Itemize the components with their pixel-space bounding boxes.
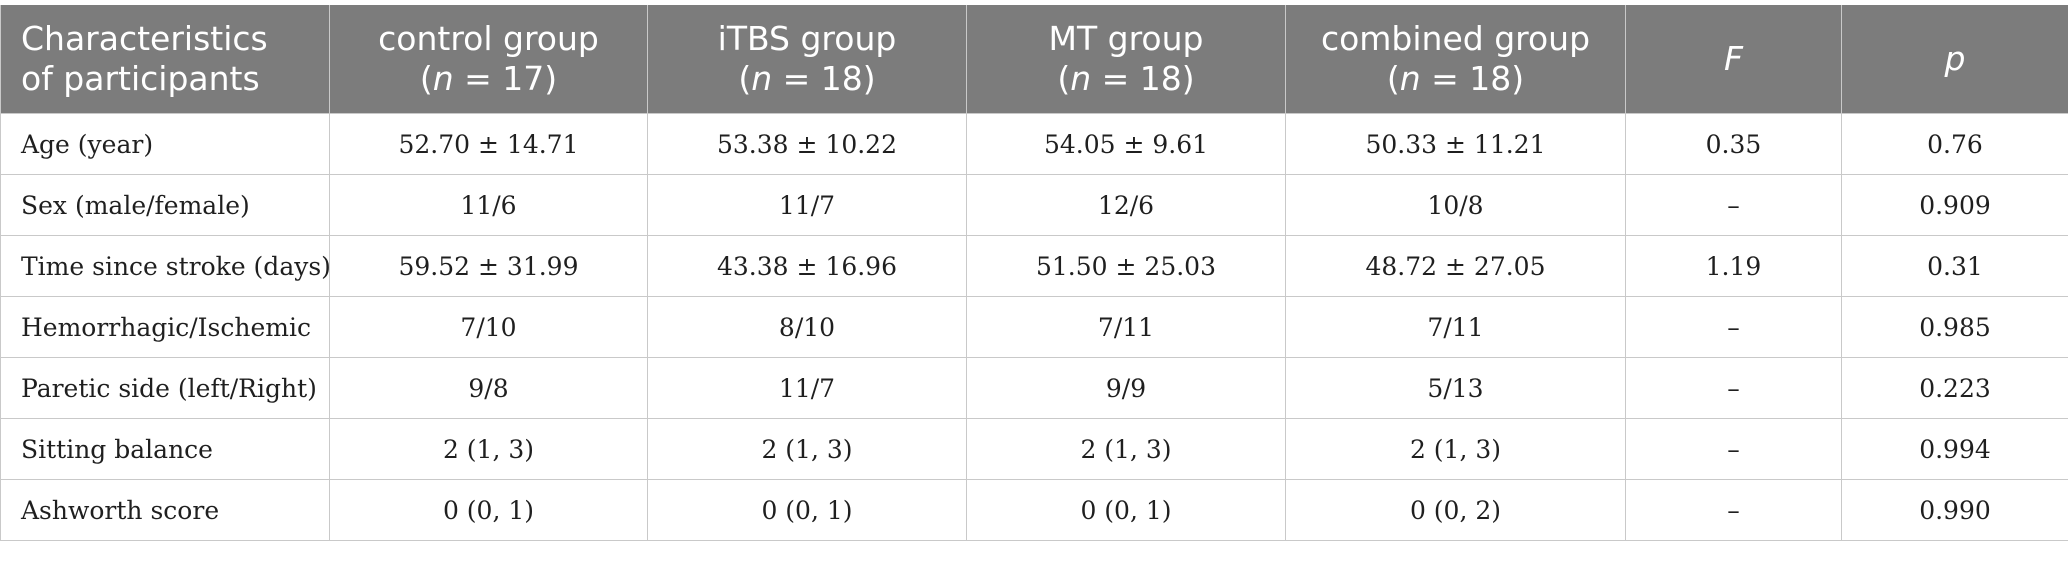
cell-itbs: 11/7 <box>647 174 967 236</box>
header-f: F <box>1625 5 1842 114</box>
cell-combined: 5/13 <box>1285 357 1626 419</box>
cell-control: 52.70 ± 14.71 <box>329 113 648 175</box>
cell-f: 1.19 <box>1625 235 1842 297</box>
cell-p: 0.76 <box>1841 113 2068 175</box>
cell-characteristic: Ashworth score <box>0 479 330 541</box>
header-row: Characteristics of participants control … <box>0 5 2068 114</box>
cell-control: 59.52 ± 31.99 <box>329 235 648 297</box>
cell-p: 0.985 <box>1841 296 2068 358</box>
cell-characteristic: Sex (male/female) <box>0 174 330 236</box>
cell-p: 0.31 <box>1841 235 2068 297</box>
cell-characteristic: Time since stroke (days) <box>0 235 331 297</box>
cell-itbs: 11/7 <box>647 357 967 419</box>
cell-combined: 0 (0, 2) <box>1285 479 1626 541</box>
table-body: Age (year) 52.70 ± 14.71 53.38 ± 10.22 54.0… <box>0 113 2068 541</box>
cell-itbs: 8/10 <box>647 296 967 358</box>
table-row: Paretic side (left/Right) 9/8 11/7 9/9 5/13–… <box>0 357 2068 419</box>
cell-itbs: 43.38 ± 16.96 <box>647 235 967 297</box>
cell-combined: 10/8 <box>1285 174 1626 236</box>
table-container: Characteristics of participants control … <box>0 5 2068 541</box>
cell-f: – <box>1625 174 1842 236</box>
cell-itbs: 53.38 ± 10.22 <box>647 113 967 175</box>
cell-p: 0.994 <box>1841 418 2068 480</box>
cell-p: 0.909 <box>1841 174 2068 236</box>
cell-f: 0.35 <box>1625 113 1842 175</box>
header-characteristics: Characteristics of participants <box>0 5 330 114</box>
cell-mt: 54.05 ± 9.61 <box>966 113 1286 175</box>
cell-mt: 51.50 ± 25.03 <box>966 235 1286 297</box>
cell-itbs: 2 (1, 3) <box>647 418 967 480</box>
cell-control: 0 (0, 1) <box>329 479 648 541</box>
cell-mt: 9/9 <box>966 357 1286 419</box>
cell-f: – <box>1625 479 1842 541</box>
table-row: Hemorrhagic/Ischemic 7/10 8/10 7/11 7/11–0.9… <box>0 296 2068 358</box>
cell-combined: 48.72 ± 27.05 <box>1285 235 1626 297</box>
cell-control: 9/8 <box>329 357 648 419</box>
cell-itbs: 0 (0, 1) <box>647 479 967 541</box>
header-p: p <box>1841 5 2068 114</box>
table-row: Age (year) 52.70 ± 14.71 53.38 ± 10.22 54.0… <box>0 113 2068 175</box>
cell-control: 2 (1, 3) <box>329 418 648 480</box>
cell-p: 0.990 <box>1841 479 2068 541</box>
cell-combined: 2 (1, 3) <box>1285 418 1626 480</box>
table-row: Sex (male/female) 11/6 11/7 12/6 10/8–0.909 <box>0 174 2068 236</box>
cell-f: – <box>1625 296 1842 358</box>
cell-combined: 50.33 ± 11.21 <box>1285 113 1626 175</box>
header-control-group: control group (n = 17) <box>329 5 648 114</box>
table-row: Time since stroke (days) 59.52 ± 31.99 43.… <box>0 235 2068 297</box>
cell-f: – <box>1625 357 1842 419</box>
cell-f: – <box>1625 418 1842 480</box>
cell-control: 11/6 <box>329 174 648 236</box>
cell-mt: 2 (1, 3) <box>966 418 1286 480</box>
header-itbs-group: iTBS group (n = 18) <box>647 5 967 114</box>
cell-characteristic: Age (year) <box>0 113 330 175</box>
cell-characteristic: Sitting balance <box>0 418 330 480</box>
header-mt-group: MT group (n = 18) <box>966 5 1286 114</box>
cell-characteristic: Paretic side (left/Right) <box>0 357 330 419</box>
participant-characteristics-table: Characteristics of participants control … <box>0 5 2068 541</box>
cell-control: 7/10 <box>329 296 648 358</box>
cell-mt: 12/6 <box>966 174 1286 236</box>
cell-mt: 7/11 <box>966 296 1286 358</box>
cell-characteristic: Hemorrhagic/Ischemic <box>0 296 330 358</box>
cell-combined: 7/11 <box>1285 296 1626 358</box>
table-row: Ashworth score 0 (0, 1) 0 (0, 1) 0 (0, 1) 0 … <box>0 479 2068 541</box>
cell-p: 0.223 <box>1841 357 2068 419</box>
header-combined-group: combined group (n = 18) <box>1285 5 1626 114</box>
cell-mt: 0 (0, 1) <box>966 479 1286 541</box>
table-row: Sitting balance 2 (1, 3) 2 (1, 3) 2 (1, 3) 2… <box>0 418 2068 480</box>
